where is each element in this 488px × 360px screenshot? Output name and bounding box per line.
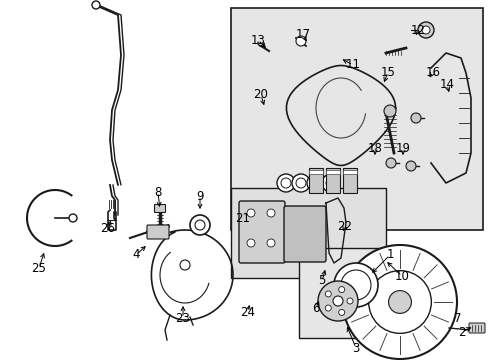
Text: 25: 25	[32, 261, 46, 274]
Circle shape	[180, 260, 190, 270]
Text: 14: 14	[439, 78, 453, 91]
Circle shape	[246, 239, 254, 247]
Text: 11: 11	[345, 58, 360, 72]
Text: 15: 15	[380, 66, 395, 78]
Circle shape	[410, 113, 420, 123]
Circle shape	[385, 158, 395, 168]
Circle shape	[317, 281, 357, 321]
Circle shape	[342, 245, 456, 359]
Text: 4: 4	[132, 248, 140, 261]
Text: 9: 9	[196, 189, 203, 202]
Circle shape	[266, 209, 274, 217]
Bar	[308, 170, 323, 174]
Text: 18: 18	[367, 141, 382, 154]
Text: 8: 8	[154, 185, 162, 198]
Circle shape	[338, 287, 344, 293]
Circle shape	[310, 178, 320, 188]
Circle shape	[333, 263, 377, 307]
Text: 21: 21	[235, 211, 250, 225]
Circle shape	[338, 309, 344, 315]
Text: 20: 20	[253, 89, 268, 102]
Circle shape	[417, 22, 433, 38]
Circle shape	[325, 305, 330, 311]
Circle shape	[92, 1, 100, 9]
Text: 13: 13	[250, 33, 265, 46]
FancyBboxPatch shape	[468, 323, 484, 333]
Circle shape	[266, 239, 274, 247]
FancyBboxPatch shape	[154, 204, 165, 212]
Bar	[298, 248, 393, 338]
FancyBboxPatch shape	[239, 201, 285, 263]
Circle shape	[306, 174, 325, 192]
Text: 22: 22	[337, 220, 352, 233]
Text: 16: 16	[425, 66, 440, 78]
Circle shape	[332, 296, 342, 306]
Circle shape	[368, 271, 430, 333]
Bar	[342, 170, 356, 174]
Bar	[325, 168, 339, 193]
Text: 17: 17	[295, 28, 310, 41]
Text: 1: 1	[386, 248, 393, 261]
Text: 5: 5	[318, 274, 325, 288]
Text: 6: 6	[312, 302, 319, 315]
Text: 10: 10	[394, 270, 408, 283]
Text: 7: 7	[453, 311, 461, 324]
Circle shape	[295, 178, 305, 188]
Circle shape	[340, 270, 370, 300]
FancyBboxPatch shape	[284, 206, 325, 262]
Circle shape	[246, 209, 254, 217]
Circle shape	[321, 174, 339, 192]
Bar	[230, 8, 482, 230]
Circle shape	[190, 215, 209, 235]
Circle shape	[405, 161, 415, 171]
Circle shape	[276, 174, 294, 192]
Circle shape	[295, 36, 305, 46]
Text: 26: 26	[101, 221, 115, 234]
Text: 24: 24	[240, 306, 255, 319]
Circle shape	[325, 291, 330, 297]
Text: 19: 19	[395, 141, 409, 154]
Text: 3: 3	[351, 342, 359, 355]
Circle shape	[325, 178, 335, 188]
Bar	[325, 170, 339, 174]
Circle shape	[421, 26, 429, 34]
Text: 2: 2	[457, 325, 465, 338]
Circle shape	[383, 105, 395, 117]
Bar	[230, 188, 385, 278]
Bar	[342, 168, 356, 193]
Circle shape	[291, 174, 309, 192]
Circle shape	[281, 178, 290, 188]
Circle shape	[388, 291, 410, 314]
Circle shape	[346, 298, 352, 304]
Circle shape	[69, 214, 77, 222]
FancyBboxPatch shape	[147, 225, 169, 239]
Bar	[308, 168, 323, 193]
Circle shape	[195, 220, 204, 230]
Text: 23: 23	[175, 311, 190, 324]
Text: 12: 12	[409, 23, 425, 36]
